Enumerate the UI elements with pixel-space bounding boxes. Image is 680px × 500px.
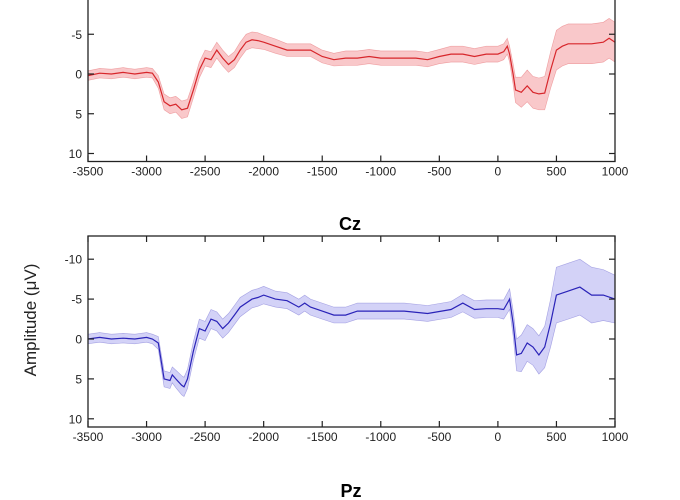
panel-title-cz: Cz [339, 214, 361, 234]
y-tick-label: 5 [75, 372, 82, 386]
y-tick-label: 5 [75, 107, 82, 121]
x-tick-label: 500 [546, 165, 566, 179]
x-tick-label: -1500 [307, 430, 338, 444]
axes-box [87, 0, 616, 163]
x-tick-label: -500 [427, 430, 451, 444]
x-tick-label: -1500 [307, 165, 338, 179]
x-tick-label: -3000 [131, 165, 162, 179]
y-tick-label: 10 [69, 147, 83, 161]
x-tick-label: 500 [546, 430, 566, 444]
y-tick-label: -5 [71, 28, 82, 42]
y-tick-label: -10 [65, 253, 83, 267]
axes-box [87, 235, 616, 428]
x-tick-label: -3500 [73, 165, 104, 179]
x-tick-label: -3000 [131, 430, 162, 444]
x-tick-label: -2500 [190, 165, 221, 179]
x-tick-label: 0 [495, 430, 502, 444]
mean-line [87, 286, 616, 388]
y-tick-label: 0 [75, 333, 82, 347]
panel-top: -3500 -3000 -2500 -2000 -1500 -1000 -500 0 500 10… [69, 0, 629, 179]
x-tick-label: -500 [427, 165, 451, 179]
x-tick-label: 1000 [602, 430, 629, 444]
x-tick-label: -1000 [365, 430, 396, 444]
x-tick-label: -1000 [365, 165, 396, 179]
confidence-band [87, 258, 616, 397]
panel-cz: -3500 -3000 -2500 -2000 -1500 -1000 -500 0 500 10… [65, 235, 629, 444]
x-tick-label: -2000 [248, 430, 279, 444]
x-tick-label: -3500 [73, 430, 104, 444]
y-tick-label: 0 [75, 68, 82, 82]
y-tick-label: -5 [71, 293, 82, 307]
x-tick-label: 1000 [602, 165, 629, 179]
x-tick-label: -2500 [190, 430, 221, 444]
x-tick-label: -2000 [248, 165, 279, 179]
mean-line [87, 37, 616, 111]
panel-title-pz: Pz [340, 481, 361, 500]
y-tick-label: 10 [69, 412, 83, 426]
y-axis-label: Amplitude (μV) [21, 264, 40, 377]
x-tick-label: 0 [495, 165, 502, 179]
